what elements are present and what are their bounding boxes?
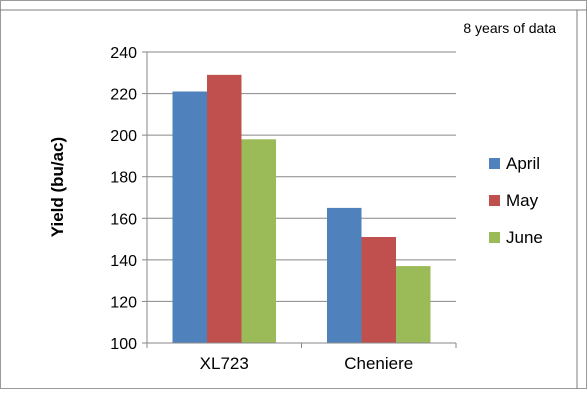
- y-tick-label: 200: [110, 128, 137, 145]
- bar-june-cheniere: [396, 266, 431, 343]
- y-tick-label: 160: [110, 211, 137, 228]
- legend-label-june: June: [506, 228, 543, 247]
- annotation-text: 8 years of data: [463, 20, 556, 36]
- legend-label-april: April: [506, 154, 540, 173]
- y-tick-label: 140: [110, 253, 137, 270]
- y-tick-labels: 100 120 140 160 180 200 220 240: [110, 45, 147, 353]
- legend-label-may: May: [506, 191, 539, 210]
- legend-swatch-april: [489, 158, 500, 169]
- bar-may-xl723: [207, 74, 242, 343]
- y-tick-label: 100: [110, 336, 137, 353]
- bar-june-xl723: [241, 139, 276, 343]
- bar-april-cheniere: [327, 207, 362, 343]
- legend: April May June: [489, 154, 543, 247]
- bar-may-cheniere: [361, 236, 396, 343]
- y-tick-label: 180: [110, 170, 137, 187]
- y-tick-label: 240: [110, 45, 137, 62]
- legend-swatch-june: [489, 232, 500, 243]
- bars-group: [172, 74, 431, 343]
- y-tick-label: 120: [110, 294, 137, 311]
- legend-swatch-may: [489, 195, 500, 206]
- y-tick-label: 220: [110, 87, 137, 104]
- x-tick-label: XL723: [200, 354, 249, 373]
- x-tick-label: Cheniere: [344, 354, 413, 373]
- x-tick-labels: XL723 Cheniere: [146, 343, 457, 373]
- bar-april-xl723: [172, 91, 207, 343]
- y-axis-label: Yield (bu/ac): [48, 137, 67, 237]
